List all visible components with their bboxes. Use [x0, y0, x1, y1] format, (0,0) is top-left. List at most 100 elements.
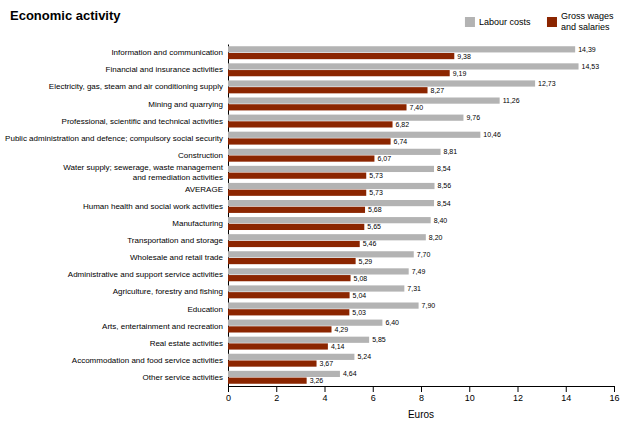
- y-tick-label: Water supply; sewerage, waste management…: [63, 163, 224, 182]
- bar: [228, 121, 393, 127]
- x-tick-mark: [469, 386, 470, 392]
- data-label: 5,24: [357, 353, 371, 360]
- data-label: 3,67: [320, 360, 334, 367]
- y-tick-label: Real estate activities: [150, 339, 223, 348]
- y-tick: Financial and insurance activities: [106, 65, 223, 74]
- y-tick-label: Arts, entertainment and recreation: [102, 322, 223, 331]
- y-tick: Accommodation and food service activitie…: [72, 356, 223, 365]
- x-tick: 4: [322, 386, 327, 403]
- y-tick: Arts, entertainment and recreation: [102, 322, 223, 331]
- data-label: 7,31: [407, 285, 421, 292]
- x-tick-mark: [421, 386, 422, 392]
- y-tick: Other service activities: [143, 373, 223, 382]
- x-axis-title: Euros: [408, 409, 434, 420]
- y-tick-label: Manufacturing: [172, 219, 223, 228]
- bar: [228, 360, 317, 366]
- data-label: 5,08: [354, 275, 368, 282]
- data-label: 8,27: [431, 87, 445, 94]
- data-label: 5,29: [359, 258, 373, 265]
- y-tick-label: Public administration and defence; compu…: [5, 134, 223, 143]
- data-label: 9,76: [466, 114, 480, 121]
- legend-swatch: [547, 17, 557, 27]
- data-label: 7,70: [417, 251, 431, 258]
- data-label: 5,73: [369, 189, 383, 196]
- y-tick-label: Human health and social work activities: [83, 202, 223, 211]
- x-tick-label: 8: [419, 393, 424, 403]
- y-tick: Mining and quarrying: [148, 100, 223, 109]
- legend-label-line: Gross wages: [561, 11, 614, 21]
- bar: [228, 378, 307, 384]
- bar: [228, 268, 409, 274]
- bar: [228, 354, 354, 360]
- x-tick-mark: [566, 386, 567, 392]
- x-tick-mark: [325, 386, 326, 392]
- y-tick: Professional, scientific and technical a…: [62, 117, 223, 126]
- x-axis: 0 2 4 6 8 10 12 14 16: [226, 386, 620, 403]
- y-tick-label: Wholesale and retail trade: [130, 253, 223, 262]
- data-label: 6,07: [377, 155, 391, 162]
- x-tick-label: 0: [226, 393, 231, 403]
- bar: [228, 224, 364, 230]
- y-tick-label: Information and communication: [111, 48, 223, 57]
- bar: [228, 53, 454, 59]
- bar: [228, 326, 331, 332]
- legend-label: Labour costs: [479, 17, 531, 27]
- data-label: 8,81: [444, 148, 458, 155]
- bar: [228, 343, 328, 349]
- bar: [228, 155, 374, 161]
- data-label: 14,53: [582, 63, 600, 70]
- x-tick: 12: [513, 386, 523, 403]
- bar: [228, 97, 500, 103]
- y-tick-label-line: Administrative and support service activ…: [68, 270, 223, 279]
- x-axis-line: [229, 387, 615, 393]
- y-tick-label-line: Accommodation and food service activitie…: [72, 356, 223, 365]
- x-tick: 16: [609, 386, 619, 403]
- y-tick: Transportation and storage: [127, 236, 223, 245]
- data-label: 6,82: [396, 121, 410, 128]
- bar: [228, 275, 351, 281]
- bar: [228, 258, 356, 264]
- y-tick-label: Agriculture, forestry and fishing: [113, 287, 223, 296]
- data-label: 4,14: [331, 343, 345, 350]
- data-label: 9,38: [457, 53, 471, 60]
- bar: [228, 132, 480, 138]
- y-tick-label: Construction: [178, 151, 223, 160]
- y-tick-label-line: Financial and insurance activities: [106, 65, 223, 74]
- y-tick: Real estate activities: [150, 339, 223, 348]
- y-tick-label: Electricity, gas, steam and air conditio…: [49, 82, 223, 91]
- bar: [228, 46, 575, 52]
- y-tick-label: Financial and insurance activities: [106, 65, 223, 74]
- x-tick-label: 10: [465, 393, 475, 403]
- x-tick-mark: [373, 386, 374, 392]
- y-tick-label: Other service activities: [143, 373, 223, 382]
- y-tick-label: Accommodation and food service activitie…: [72, 356, 223, 365]
- y-tick-label-line: Education: [187, 305, 223, 314]
- data-label: 5,46: [363, 240, 377, 247]
- y-tick-label-line: Real estate activities: [150, 339, 223, 348]
- data-label: 8,20: [429, 234, 443, 241]
- y-tick-label: Transportation and storage: [127, 236, 223, 245]
- y-tick: Agriculture, forestry and fishing: [113, 287, 223, 296]
- x-tick: 2: [274, 386, 279, 403]
- y-tick-label: Professional, scientific and technical a…: [62, 117, 223, 126]
- y-tick: Education: [187, 305, 223, 314]
- data-label: 6,40: [385, 319, 399, 326]
- y-tick-label-line: Electricity, gas, steam and air conditio…: [49, 82, 223, 91]
- bar: [228, 309, 349, 315]
- data-label: 8,56: [438, 182, 452, 189]
- bar: [228, 320, 382, 326]
- y-tick-label-line: Water supply; sewerage, waste management: [63, 163, 224, 172]
- data-label: 8,54: [437, 165, 451, 172]
- x-tick: 0: [226, 386, 231, 403]
- y-tick-label-line: Arts, entertainment and recreation: [102, 322, 223, 331]
- data-label: 11,26: [503, 97, 520, 104]
- x-tick: 8: [419, 386, 424, 403]
- x-tick-label: 6: [371, 393, 376, 403]
- x-tick-label: 14: [561, 393, 571, 403]
- y-tick-label-line: Human health and social work activities: [83, 202, 223, 211]
- data-label: 7,90: [422, 302, 436, 309]
- bar: [228, 63, 579, 69]
- data-label: 10,46: [483, 131, 501, 138]
- data-label: 5,04: [353, 292, 367, 299]
- bar: [228, 285, 404, 291]
